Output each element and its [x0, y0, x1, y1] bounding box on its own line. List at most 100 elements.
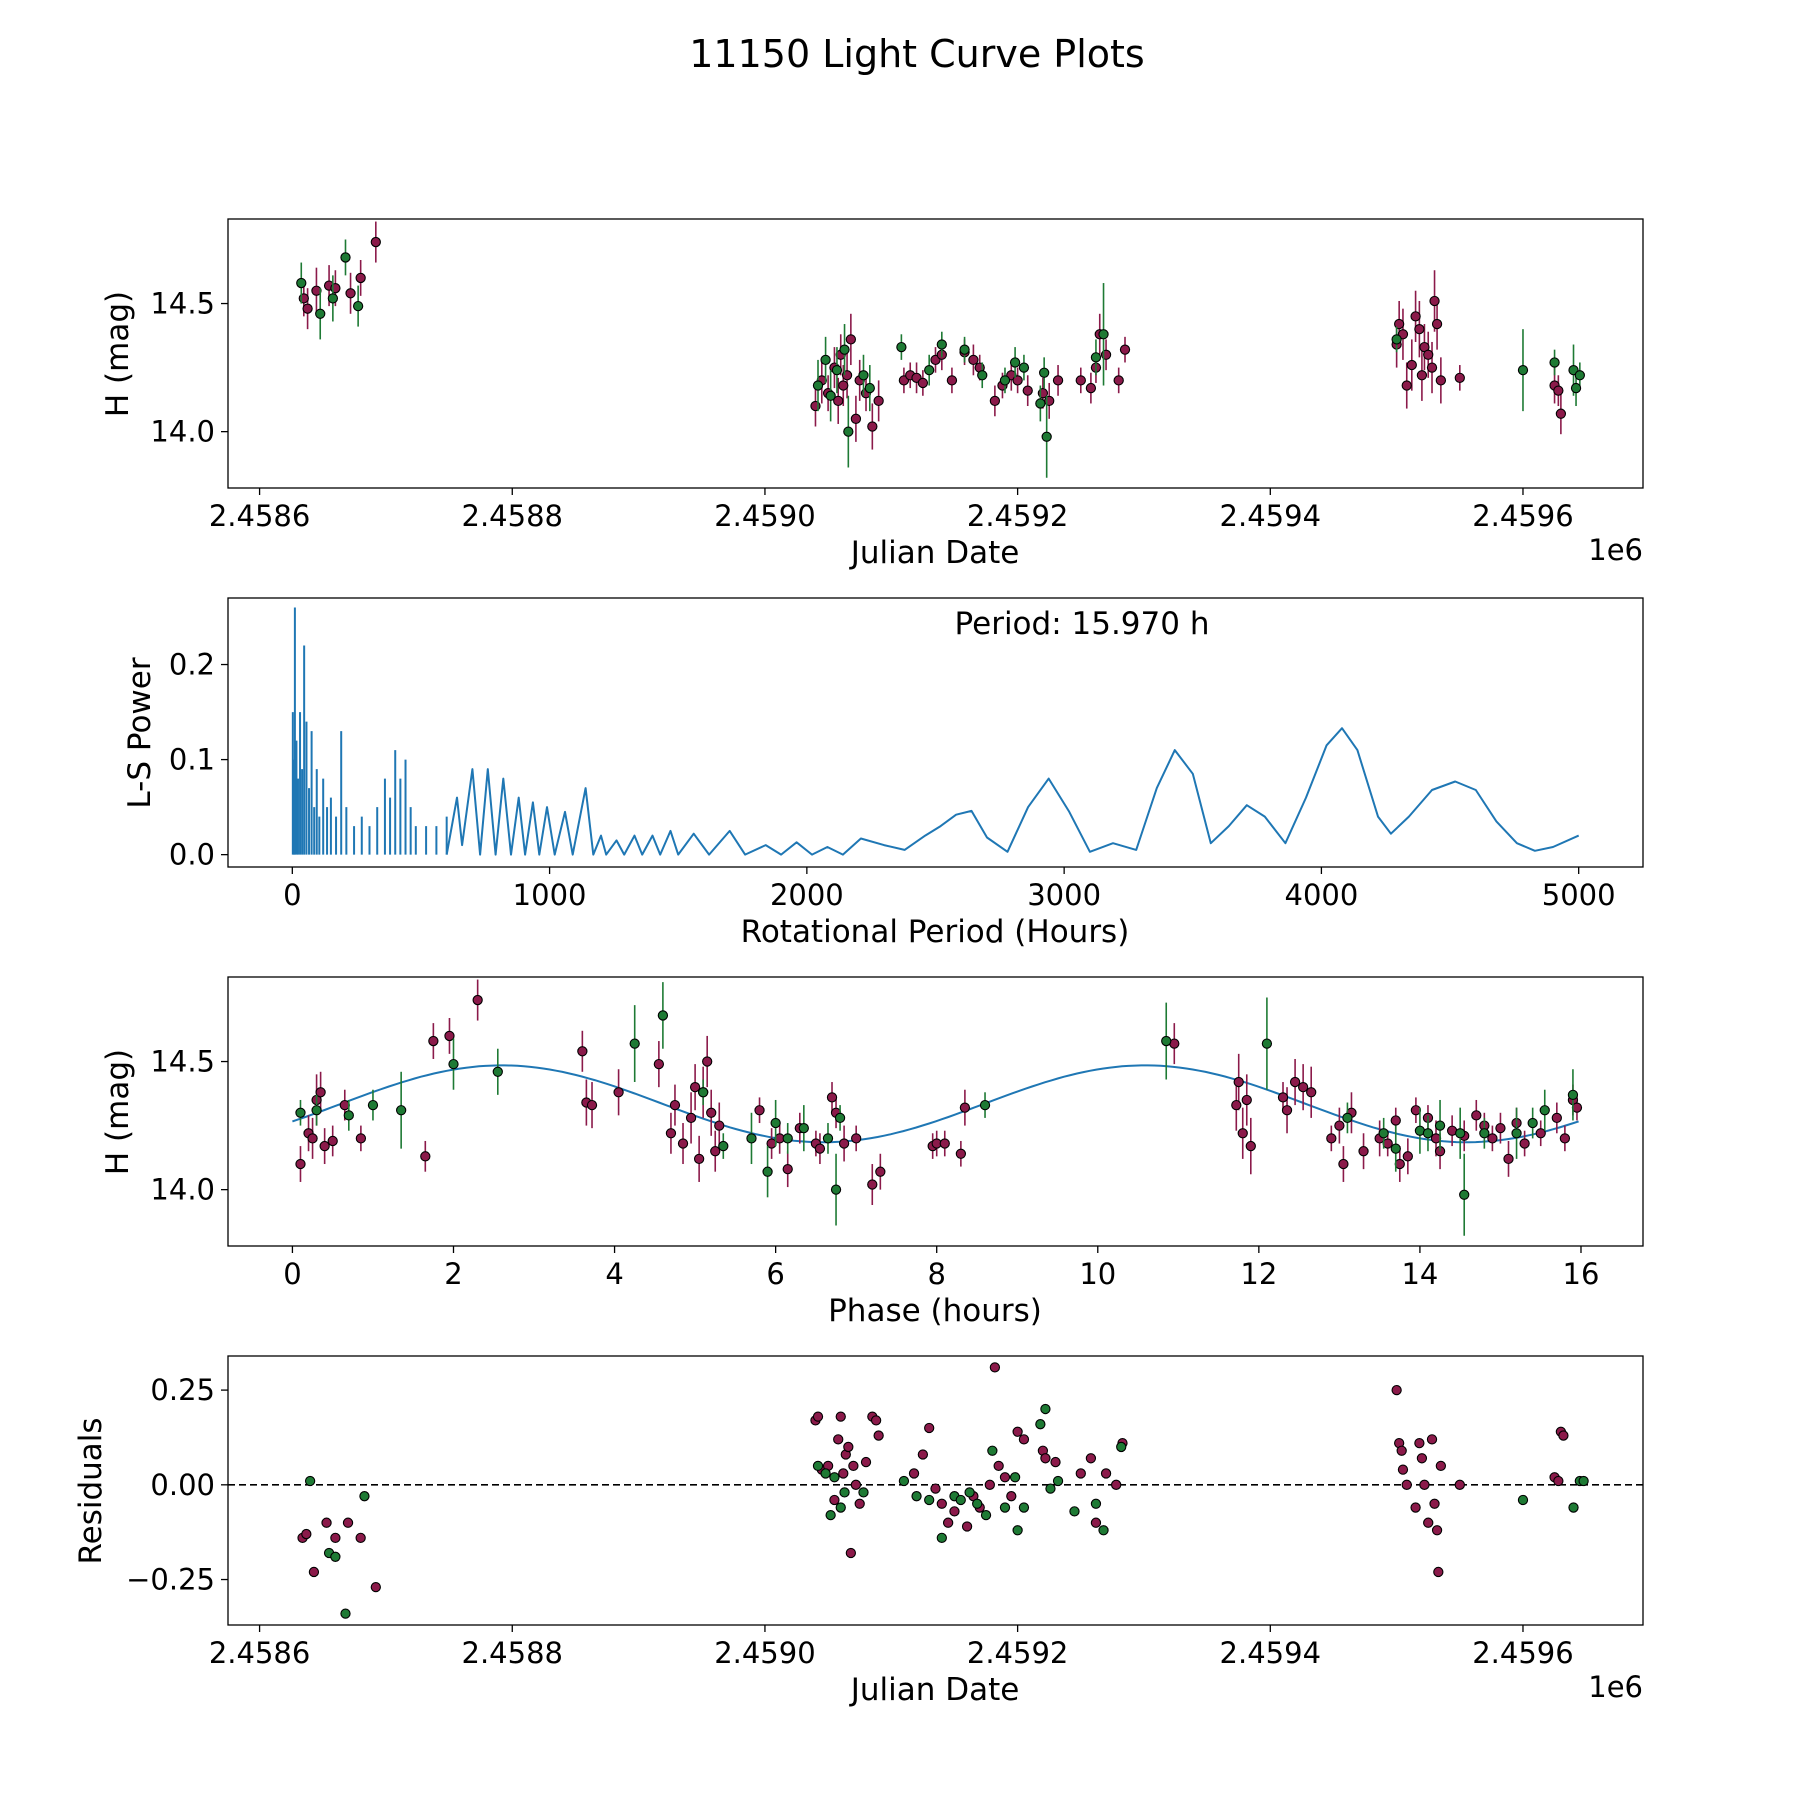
x-tick-label: 10 — [1079, 1257, 1116, 1291]
data-point — [315, 1087, 326, 1098]
y-tick-label: 14.0 — [150, 1173, 215, 1207]
residual-point — [330, 1551, 341, 1562]
data-point — [1431, 318, 1443, 330]
residual-point — [1568, 1502, 1579, 1513]
residual-point — [961, 1521, 973, 1532]
y-tick-label: 0.00 — [150, 1468, 215, 1502]
data-point — [959, 344, 970, 355]
data-point — [936, 339, 947, 350]
data-point — [1503, 1153, 1514, 1165]
data-point — [340, 252, 351, 263]
periodogram-ylabel: L-S Power — [122, 657, 158, 808]
data-point — [295, 1158, 306, 1170]
data-point — [315, 308, 326, 319]
data-point — [1161, 1035, 1172, 1047]
residual-point — [1416, 1453, 1428, 1464]
residual-point — [812, 1411, 824, 1422]
power-curve — [445, 727, 1580, 856]
residual-point — [321, 1517, 332, 1528]
residual-point — [1116, 1441, 1127, 1453]
data-point — [653, 1058, 665, 1070]
data-point — [1571, 1102, 1583, 1113]
data-point — [355, 272, 366, 284]
data-point — [822, 1133, 834, 1144]
lightcurve-plot-area — [296, 221, 1585, 478]
data-point — [924, 365, 935, 376]
residual-point — [898, 1475, 910, 1487]
data-point — [586, 1099, 598, 1111]
data-point — [1454, 372, 1465, 383]
data-point — [1434, 1120, 1446, 1131]
y-tick-label: 0.1 — [169, 743, 215, 777]
data-point — [1422, 1128, 1434, 1139]
lightcurve-offset-label: 1e6 — [1588, 533, 1643, 567]
data-point — [1326, 1133, 1337, 1144]
data-point — [959, 1102, 971, 1113]
residual-point — [1435, 1460, 1447, 1472]
residual-point — [1397, 1464, 1409, 1475]
data-point — [831, 365, 843, 376]
data-point — [319, 1140, 330, 1152]
residual-point — [845, 1547, 857, 1559]
data-point — [1570, 382, 1582, 394]
figure-title: 11150 Light Curve Plots — [689, 32, 1144, 76]
residual-point — [1085, 1453, 1097, 1464]
residual-point — [1045, 1483, 1056, 1494]
data-point — [955, 1148, 967, 1159]
data-point — [1517, 365, 1529, 376]
data-point — [875, 1166, 886, 1177]
data-point — [1052, 375, 1064, 386]
x-tick-label: 14 — [1401, 1257, 1438, 1291]
data-point — [1402, 1151, 1413, 1162]
data-point — [1435, 375, 1447, 386]
phased-xlabel: Phase (hours) — [828, 1293, 1042, 1329]
data-point — [1426, 362, 1438, 373]
residual-point — [930, 1483, 941, 1494]
data-point — [1553, 385, 1564, 396]
residual-point — [1040, 1403, 1051, 1415]
data-point — [1090, 352, 1102, 363]
data-point — [714, 1120, 725, 1131]
data-point — [968, 354, 979, 366]
lightcurve-x-ticks: 2.4586 2.4588 2.4590 2.4592 2.4594 2.4596 — [209, 488, 1574, 533]
residual-point — [829, 1472, 840, 1483]
data-point — [946, 375, 958, 386]
data-point — [999, 375, 1011, 386]
data-point — [698, 1087, 709, 1098]
residual-point — [858, 1487, 869, 1498]
data-point — [295, 1107, 306, 1118]
data-point — [448, 1058, 459, 1070]
data-point — [1231, 1099, 1242, 1111]
residual-point — [1431, 1525, 1443, 1536]
residual-point — [942, 1517, 954, 1528]
data-point — [977, 370, 988, 381]
residual-point — [1050, 1456, 1061, 1468]
y-tick-label: 14.0 — [150, 415, 215, 449]
residual-point — [873, 1430, 884, 1441]
residual-point — [1035, 1419, 1046, 1430]
residuals-panel: 2.4586 2.4588 2.4590 2.4592 2.4594 2.4596 −0.… — [73, 1355, 1644, 1708]
data-point — [355, 1133, 367, 1144]
data-point — [718, 1140, 729, 1152]
y-tick-label: 0.25 — [150, 1373, 215, 1407]
data-point — [873, 395, 884, 407]
data-point — [1551, 1112, 1562, 1124]
data-point — [1406, 359, 1417, 371]
residual-point — [359, 1491, 370, 1502]
data-point — [444, 1030, 455, 1042]
x-tick-label: 4 — [605, 1257, 623, 1291]
data-point — [302, 303, 313, 314]
residual-point — [1009, 1472, 1021, 1483]
data-point — [782, 1133, 793, 1144]
residual-point — [1069, 1506, 1080, 1517]
residual-point — [993, 1460, 1004, 1472]
residual-point — [854, 1498, 865, 1509]
data-point — [370, 236, 381, 248]
residual-point — [848, 1460, 859, 1472]
residual-point — [1454, 1479, 1465, 1490]
data-point — [1390, 1115, 1401, 1126]
data-point — [766, 1138, 777, 1149]
data-point — [577, 1046, 588, 1057]
residual-point — [984, 1479, 995, 1490]
